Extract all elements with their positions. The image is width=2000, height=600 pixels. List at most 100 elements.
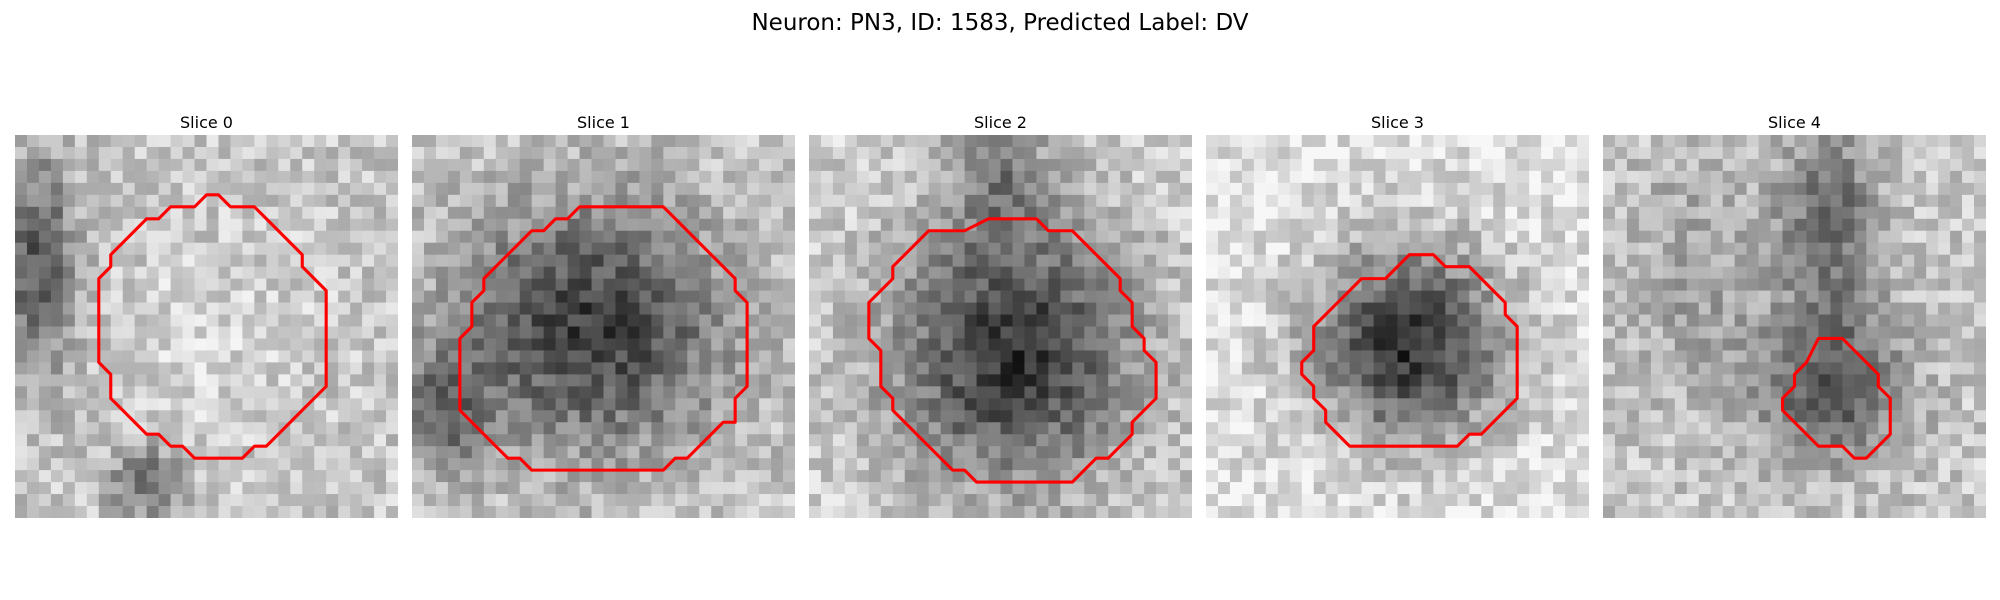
pixel (519, 362, 533, 375)
pixel (1096, 302, 1109, 315)
pixel (74, 374, 88, 387)
pixel (1638, 314, 1652, 327)
pixel (302, 446, 315, 459)
pixel (1421, 278, 1434, 291)
pixel (615, 242, 628, 256)
pixel (976, 386, 989, 399)
pixel (62, 350, 76, 363)
pixel (579, 278, 592, 291)
pixel (314, 506, 327, 518)
pixel (1373, 194, 1386, 208)
pixel (675, 482, 688, 495)
pixel (1337, 206, 1350, 220)
pixel (230, 494, 243, 507)
pixel (627, 362, 640, 375)
pixel (1481, 374, 1494, 387)
pixel (1565, 242, 1578, 256)
pixel (218, 422, 231, 435)
pixel (495, 374, 509, 387)
pixel (1541, 386, 1554, 399)
pixel (326, 446, 339, 459)
pixel (555, 266, 568, 279)
pixel (158, 146, 171, 160)
pixel (26, 458, 40, 471)
pixel (1265, 410, 1279, 423)
pixel (1734, 158, 1747, 172)
pixel (1120, 350, 1133, 363)
pixel (1830, 338, 1843, 351)
pixel (1433, 242, 1446, 256)
pixel (98, 194, 112, 208)
pixel (326, 182, 339, 196)
pixel (603, 374, 616, 387)
pixel (1650, 266, 1664, 279)
pixel (1517, 362, 1530, 375)
pixel (278, 290, 291, 303)
pixel (1241, 494, 1255, 507)
pixel (723, 398, 736, 411)
pixel (1734, 182, 1747, 196)
pixel (820, 170, 834, 184)
pixel (1902, 314, 1915, 327)
pixel (1289, 314, 1303, 327)
pixel (1253, 182, 1267, 196)
pixel (904, 266, 918, 279)
pixel (1265, 218, 1279, 232)
pixel (735, 170, 748, 184)
pixel (62, 482, 76, 495)
pixel (74, 278, 88, 291)
pixel (1277, 170, 1291, 184)
pixel (110, 458, 124, 471)
pixel (1603, 242, 1616, 256)
pixel (1277, 230, 1291, 244)
pixel (531, 470, 545, 483)
pixel (38, 446, 52, 459)
pixel (15, 422, 28, 435)
pixel (555, 398, 568, 411)
pixel (350, 266, 363, 279)
pixel (1120, 230, 1133, 244)
pixel (1325, 350, 1339, 363)
pixel (290, 362, 303, 375)
pixel (1938, 314, 1951, 327)
pixel (928, 206, 942, 220)
pixel (1722, 242, 1736, 256)
pixel (976, 410, 989, 423)
pixel (1361, 194, 1374, 208)
pixel (290, 506, 303, 518)
pixel (543, 146, 556, 160)
pixel (1626, 458, 1640, 471)
pixel (1253, 374, 1267, 387)
pixel (1144, 266, 1157, 279)
slice-panel-1: Slice 1 (412, 112, 795, 522)
pixel (1529, 422, 1542, 435)
pixel (507, 470, 521, 483)
pixel (1950, 302, 1963, 315)
pixel (1036, 302, 1049, 315)
pixel (615, 194, 628, 208)
pixel (1144, 506, 1157, 518)
pixel (1361, 374, 1374, 387)
pixel (182, 362, 195, 375)
pixel (1337, 506, 1350, 518)
pixel (1722, 206, 1736, 220)
pixel (1060, 242, 1073, 256)
pixel (1722, 302, 1736, 315)
pixel (1168, 290, 1181, 303)
pixel (1806, 314, 1819, 327)
pixel (26, 194, 40, 208)
pixel (1638, 290, 1652, 303)
pixel (1277, 494, 1291, 507)
pixel (1421, 506, 1434, 518)
pixel (928, 230, 942, 244)
pixel (1505, 290, 1518, 303)
pixel (880, 218, 894, 232)
pixel (1120, 422, 1133, 435)
pixel (1577, 326, 1589, 339)
pixel (74, 158, 88, 172)
pixel (1024, 446, 1037, 459)
pixel (759, 362, 772, 375)
pixel (158, 326, 171, 339)
pixel (1890, 242, 1903, 256)
pixel (74, 302, 88, 315)
